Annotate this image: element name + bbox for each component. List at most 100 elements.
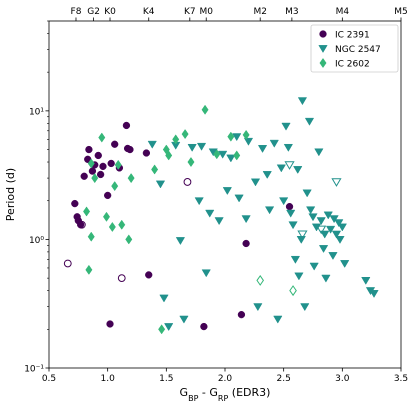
- data-point: [257, 145, 268, 153]
- data-point: [107, 159, 115, 168]
- data-point: [71, 199, 79, 208]
- y-tick-label: 10¹: [29, 107, 44, 117]
- data-point: [96, 170, 105, 179]
- data-point: [290, 255, 301, 264]
- x-tick-label: 3.0: [335, 374, 350, 384]
- data-point: [196, 142, 207, 151]
- data-point: [99, 162, 107, 171]
- data-point: [273, 315, 283, 324]
- data-point: [316, 225, 327, 235]
- data-point: [361, 277, 371, 285]
- x-tick-label: 2.0: [218, 374, 233, 384]
- data-point: [308, 213, 318, 222]
- data-point: [91, 173, 99, 184]
- data-point: [320, 230, 330, 239]
- data-point: [183, 178, 192, 186]
- data-point: [87, 231, 95, 242]
- data-point: [296, 236, 306, 244]
- data-point: [279, 197, 289, 206]
- data-point: [286, 209, 296, 218]
- x-tick-label: 1.5: [159, 374, 173, 384]
- data-point: [242, 129, 250, 140]
- spectral-type-label: G2: [87, 7, 100, 17]
- data-point: [159, 294, 169, 303]
- spectral-type-label: M0: [199, 7, 213, 17]
- data-point: [94, 151, 102, 160]
- legend-marker: [319, 30, 327, 38]
- data-point: [181, 129, 189, 140]
- y-tick-label: 10⁻¹: [24, 365, 44, 375]
- data-point: [85, 145, 93, 154]
- data-point: [369, 290, 379, 298]
- data-point: [256, 274, 265, 286]
- data-point: [63, 259, 72, 268]
- data-point: [237, 310, 246, 319]
- data-point: [253, 303, 263, 312]
- data-point: [98, 132, 106, 143]
- data-point: [88, 167, 97, 175]
- data-point: [214, 217, 224, 226]
- x-tick-label: 2.5: [277, 374, 291, 384]
- data-point: [318, 245, 329, 253]
- data-point: [179, 315, 189, 324]
- data-point: [314, 148, 324, 157]
- data-point: [329, 215, 339, 224]
- y-tick-label: 10⁰: [29, 236, 44, 246]
- data-point: [187, 156, 195, 168]
- x-axis-title: GBP - GRP (EDR3): [180, 386, 271, 403]
- data-point: [334, 219, 344, 228]
- data-point: [297, 97, 308, 106]
- data-point: [117, 274, 126, 283]
- y-axis-title: Period (d): [4, 168, 17, 221]
- data-point: [87, 158, 95, 169]
- data-point: [294, 272, 304, 281]
- data-point: [250, 178, 261, 187]
- legend-marker: [318, 45, 328, 53]
- legend: IC 2391 NGC 2547 IC 2602: [310, 24, 399, 73]
- data-point: [201, 104, 209, 115]
- data-point: [125, 234, 133, 245]
- data-point: [77, 220, 86, 229]
- data-point: [114, 159, 122, 170]
- data-point: [122, 121, 131, 130]
- data-point: [151, 164, 159, 175]
- data-point: [276, 164, 286, 173]
- data-point: [264, 206, 275, 215]
- data-point: [243, 137, 254, 146]
- data-point: [200, 322, 208, 331]
- data-point: [233, 150, 241, 161]
- data-point: [218, 150, 228, 159]
- data-point: [83, 206, 91, 217]
- data-point: [331, 230, 342, 239]
- data-point: [241, 215, 251, 224]
- data-point: [302, 189, 312, 198]
- data-point: [201, 269, 211, 278]
- spectral-type-label: M3: [285, 7, 299, 17]
- data-point: [340, 260, 350, 268]
- x-tick-label: 0.5: [42, 374, 56, 384]
- data-point: [85, 264, 93, 275]
- data-point: [337, 223, 347, 232]
- data-point: [226, 154, 236, 163]
- data-point: [300, 303, 310, 312]
- x-tick-label: 3.5: [394, 374, 408, 384]
- x-axis: 0.5 1.0 1.5 2.0 2.5 3.0 3.5: [42, 368, 408, 384]
- data-point: [281, 122, 291, 131]
- plot-area: [48, 20, 402, 369]
- data-point: [205, 209, 215, 218]
- data-point: [306, 206, 316, 215]
- data-point: [80, 172, 88, 180]
- data-points: [63, 97, 379, 335]
- spectral-type-label: M2: [253, 7, 267, 17]
- spectral-type-axis: F8 G2 K0 K4 K7 M0 M2 M3 M4 M5: [71, 7, 408, 21]
- data-point: [126, 145, 134, 154]
- data-point: [102, 211, 110, 222]
- data-point: [284, 161, 295, 170]
- data-point: [309, 262, 319, 271]
- data-point: [106, 320, 114, 328]
- x-tick-label: 1.0: [101, 374, 116, 384]
- data-point: [227, 131, 235, 142]
- data-point: [335, 236, 345, 244]
- spectral-type-label: M4: [336, 7, 350, 17]
